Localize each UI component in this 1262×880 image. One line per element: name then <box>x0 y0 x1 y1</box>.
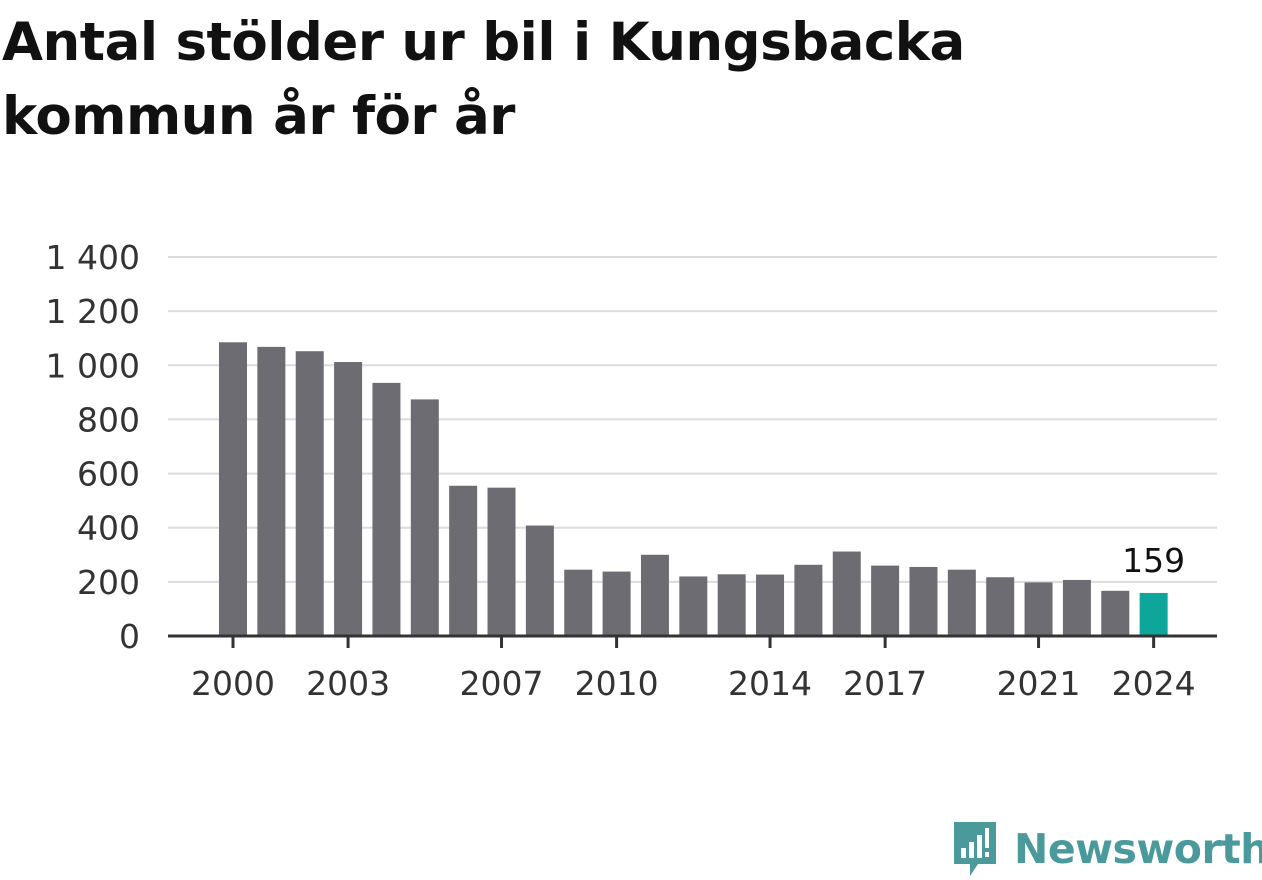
x-tick-label: 2003 <box>306 664 390 703</box>
y-tick-label: 600 <box>77 455 140 494</box>
bar-2003 <box>334 362 363 636</box>
y-tick-label: 0 <box>119 617 140 656</box>
x-tick-label: 2017 <box>843 664 927 703</box>
bar-2009 <box>564 569 593 636</box>
bar-2008 <box>525 525 554 636</box>
bar-2004 <box>372 382 401 636</box>
bar-2002 <box>295 351 324 636</box>
newsworthy-logo-icon <box>954 822 996 876</box>
bar-2017 <box>871 565 900 636</box>
bar-2000 <box>219 342 247 636</box>
data-label-2024: 159 <box>1122 541 1185 580</box>
bar-2023 <box>1101 590 1130 636</box>
y-tick-label: 200 <box>77 563 140 602</box>
y-tick-label: 800 <box>77 400 140 439</box>
x-tick-label: 2014 <box>728 664 812 703</box>
y-tick-label: 1 400 <box>46 238 140 277</box>
bar-2022 <box>1062 579 1091 636</box>
bar-2007 <box>487 487 516 636</box>
x-tick-label: 2007 <box>460 664 544 703</box>
bar-2013 <box>717 574 746 636</box>
bar-2012 <box>679 576 708 636</box>
labels: 0 200 400 600 800 1 000 1 200 1 400 2000 2003 2007… <box>46 238 1196 703</box>
bars <box>219 342 1168 636</box>
bar-2015 <box>794 564 823 636</box>
x-tick-label: 2024 <box>1112 664 1196 703</box>
bar-2019 <box>947 569 976 636</box>
bar-2021 <box>1024 582 1053 636</box>
gridlines <box>168 256 1217 583</box>
x-tick-label: 2010 <box>575 664 659 703</box>
bar-2014 <box>756 574 785 636</box>
x-tick-label: 2021 <box>997 664 1081 703</box>
y-tick-label: 1 000 <box>46 346 140 385</box>
newsworthy-logo: Newsworthy <box>950 818 1262 880</box>
y-tick-label: 400 <box>77 509 140 548</box>
bar-2005 <box>410 399 439 636</box>
bar-2016 <box>832 551 861 636</box>
brand-name: Newsworthy <box>1014 825 1262 873</box>
bar-2018 <box>909 566 938 636</box>
chart-title: Antal stölder ur bil i Kungsbacka kommun… <box>2 12 965 147</box>
bar-2024 <box>1139 592 1168 636</box>
bar-2006 <box>449 485 478 636</box>
bar-2001 <box>257 346 286 636</box>
bar-2011 <box>640 554 669 636</box>
y-tick-label: 1 200 <box>46 292 140 331</box>
bar-2010 <box>602 571 631 636</box>
bar-2020 <box>986 577 1015 636</box>
axes <box>168 634 1217 648</box>
x-tick-label: 2000 <box>191 664 275 703</box>
